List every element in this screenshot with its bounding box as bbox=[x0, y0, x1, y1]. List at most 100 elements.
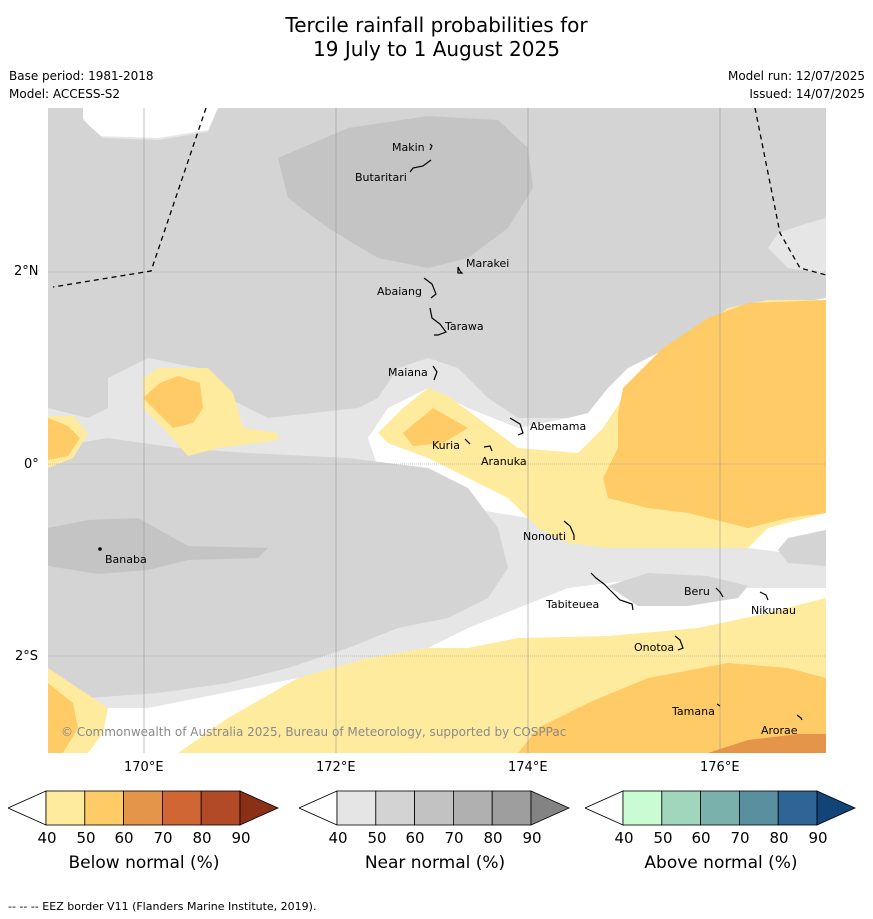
cbar-above-tick-80: 80 bbox=[769, 829, 789, 847]
near-normal-dark-region-north bbox=[278, 116, 533, 268]
near-normal-dark-region-banaba bbox=[48, 518, 268, 574]
below-normal-mid-east bbox=[603, 300, 826, 528]
near-colorbar-min-arrow bbox=[299, 790, 338, 826]
colorbar-above-normal bbox=[585, 790, 856, 826]
near-colorbar-bin-2 bbox=[375, 790, 416, 826]
place-label-onotoa: Onotoa bbox=[634, 641, 674, 654]
place-label-aranuka: Aranuka bbox=[481, 455, 527, 468]
near-normal-mid-region-east2 bbox=[778, 530, 826, 566]
above-colorbar-bin-3 bbox=[700, 790, 740, 826]
cbar-below-tick-60: 60 bbox=[114, 829, 134, 847]
cbar-below-title: Below normal (%) bbox=[68, 853, 220, 873]
cbar-near-tick-50: 50 bbox=[367, 829, 387, 847]
below-normal-mid-west bbox=[48, 418, 80, 460]
base-period: Base period: 1981-2018 bbox=[9, 69, 154, 83]
cbar-below-tick-50: 50 bbox=[76, 829, 96, 847]
place-label-tabiteuea: Tabiteuea bbox=[545, 598, 599, 611]
island-shape-maiana bbox=[432, 365, 438, 381]
cbar-near-tick-70: 70 bbox=[444, 829, 464, 847]
place-label-marakei: Marakei bbox=[466, 257, 509, 270]
cbar-below-tick-40: 40 bbox=[37, 829, 57, 847]
island-shape-abaiang bbox=[423, 277, 437, 299]
colorbar-below-normal bbox=[8, 790, 279, 826]
cbar-above-title: Above normal (%) bbox=[644, 853, 798, 873]
place-label-beru: Beru bbox=[684, 585, 710, 598]
below-normal-mid-kuria bbox=[403, 408, 468, 446]
place-label-makin: Makin bbox=[392, 141, 425, 154]
place-label-tamana: Tamana bbox=[671, 705, 715, 718]
near-colorbar-bin-5 bbox=[491, 790, 532, 826]
below-colorbar-bin-4 bbox=[161, 790, 202, 826]
cbar-near-tick-80: 80 bbox=[483, 829, 503, 847]
lat-label-2s: 2°S bbox=[15, 649, 39, 664]
model-run: Model run: 12/07/2025 bbox=[727, 69, 865, 83]
below-colorbar-min-arrow bbox=[8, 790, 47, 826]
island-shape-nikunau bbox=[759, 591, 769, 601]
lon-label-174e: 174°E bbox=[508, 760, 548, 775]
island-shape-abemama bbox=[509, 417, 524, 436]
below-colorbar-bin-3 bbox=[123, 790, 163, 826]
place-label-nikunau: Nikunau bbox=[751, 604, 796, 617]
below-colorbar-bin-5 bbox=[200, 790, 241, 826]
map-title-line2: 19 July to 1 August 2025 bbox=[313, 37, 560, 61]
above-colorbar-max-arrow bbox=[816, 790, 856, 826]
above-colorbar-bin-4 bbox=[738, 790, 779, 826]
island-shape-arorae bbox=[796, 714, 803, 721]
island-shape-nonouti bbox=[563, 520, 575, 540]
below-normal-mid-south bbox=[518, 663, 826, 753]
cbar-above-tick-70: 70 bbox=[730, 829, 750, 847]
near-normal-mid-region-east bbox=[608, 573, 748, 606]
near-colorbar-bin-4 bbox=[452, 790, 493, 826]
eez-borders bbox=[52, 108, 826, 288]
lat-label-2n: 2°N bbox=[14, 264, 39, 279]
cbar-above-tick-90: 90 bbox=[808, 829, 828, 847]
below-normal-high-se bbox=[708, 734, 826, 753]
lat-label-0: 0° bbox=[24, 457, 39, 472]
cbar-near-tick-90: 90 bbox=[522, 829, 542, 847]
cbar-above-tick-40: 40 bbox=[614, 829, 634, 847]
place-label-butaritari: Butaritari bbox=[355, 171, 407, 184]
place-label-abemama: Abemama bbox=[530, 420, 586, 433]
cbar-above-tick-60: 60 bbox=[691, 829, 711, 847]
place-label-abaiang: Abaiang bbox=[377, 285, 422, 298]
cbar-near-tick-40: 40 bbox=[328, 829, 348, 847]
island-shape-beru bbox=[715, 587, 724, 598]
cbar-near-title: Near normal (%) bbox=[364, 853, 506, 873]
above-colorbar-bin-2 bbox=[661, 790, 702, 826]
eez-footer-note: -- -- -- EEZ border V11 (Flanders Marine… bbox=[8, 900, 317, 913]
island-shape-tabiteuea bbox=[590, 572, 634, 611]
cbar-below-tick-80: 80 bbox=[192, 829, 212, 847]
lon-label-176e: 176°E bbox=[700, 760, 740, 775]
near-colorbar-bin-1 bbox=[336, 790, 377, 826]
above-colorbar-bin-1 bbox=[622, 790, 663, 826]
cbar-above-tick-50: 50 bbox=[653, 829, 673, 847]
cbar-below-tick-90: 90 bbox=[231, 829, 251, 847]
below-colorbar-bin-1 bbox=[45, 790, 86, 826]
island-shape-kuria bbox=[464, 438, 471, 445]
island-shape-onotoa bbox=[674, 635, 684, 651]
island-shape-butaritari bbox=[409, 159, 432, 173]
map-title-line1: Tercile rainfall probabilities for bbox=[285, 13, 588, 37]
near-normal-top-gap bbox=[83, 108, 218, 138]
island-outlines bbox=[98, 143, 803, 721]
near-colorbar-bin-3 bbox=[414, 790, 454, 826]
above-colorbar-bin-5 bbox=[777, 790, 818, 826]
above-colorbar-min-arrow bbox=[585, 790, 624, 826]
probability-map: Makin Butaritari Marakei Abaiang Tarawa … bbox=[48, 108, 826, 753]
island-shape-banaba bbox=[98, 547, 102, 551]
place-label-nonouti: Nonouti bbox=[523, 530, 566, 543]
near-normal-mid-region-south bbox=[48, 438, 508, 698]
island-shape-aranuka bbox=[483, 445, 493, 452]
cbar-near-tick-60: 60 bbox=[405, 829, 425, 847]
place-label-tarawa: Tarawa bbox=[444, 320, 484, 333]
below-normal-mid-center-west bbox=[143, 376, 203, 428]
issued-date: Issued: 14/07/2025 bbox=[749, 87, 865, 101]
below-colorbar-bin-2 bbox=[84, 790, 125, 826]
cbar-below-tick-70: 70 bbox=[153, 829, 173, 847]
eez-border-east bbox=[754, 108, 826, 276]
model-name: Model: ACCESS-S2 bbox=[9, 87, 121, 101]
island-shape-makin bbox=[429, 143, 433, 151]
island-shape-marakei bbox=[457, 266, 464, 274]
lon-label-170e: 170°E bbox=[124, 760, 164, 775]
below-normal-mid-sw bbox=[48, 683, 78, 753]
